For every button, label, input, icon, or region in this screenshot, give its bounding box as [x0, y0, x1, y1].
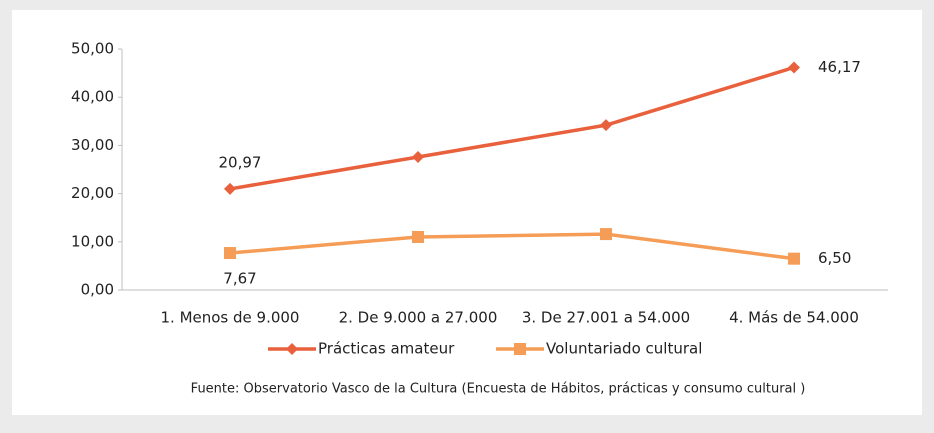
legend-marker: [286, 343, 298, 355]
data-point: [600, 228, 612, 241]
y-tick-label: 10,00: [71, 232, 114, 250]
x-tick-label: 3. De 27.001 a 54.000: [522, 309, 690, 327]
chart-area: [12, 10, 922, 415]
data-point: [224, 247, 236, 260]
y-tick-label: 30,00: [71, 136, 114, 154]
legend-label: Voluntariado cultural: [546, 340, 702, 358]
data-point: [412, 150, 424, 163]
source-note: Fuente: Observatorio Vasco de la Cultura…: [191, 382, 806, 397]
x-tick-label: 2. De 9.000 a 27.000: [339, 309, 498, 327]
x-tick-label: 4. Más de 54.000: [729, 309, 859, 327]
y-tick-label: 20,00: [71, 184, 114, 202]
data-point: [600, 119, 612, 132]
data-point: [412, 230, 424, 243]
data-label: 6,50: [818, 249, 851, 267]
data-label: 46,17: [818, 58, 861, 76]
data-point: [224, 182, 236, 195]
data-point: [788, 61, 800, 74]
y-tick-label: 40,00: [71, 88, 114, 106]
series-line: [229, 232, 795, 261]
x-tick-label: 1. Menos de 9.000: [161, 309, 300, 327]
series-line: [229, 65, 795, 191]
data-label: 20,97: [219, 153, 262, 171]
y-tick-label: 50,00: [71, 40, 114, 58]
legend-marker: [514, 343, 526, 355]
legend-label: Prácticas amateur: [318, 340, 455, 358]
data-label: 7,67: [223, 270, 256, 288]
y-tick-label: 0,00: [81, 281, 114, 299]
data-point: [788, 252, 800, 265]
